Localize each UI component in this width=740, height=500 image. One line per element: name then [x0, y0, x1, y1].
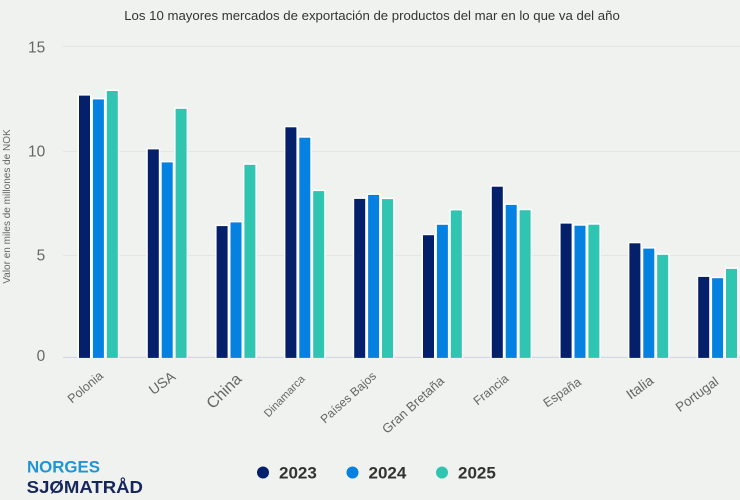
svg-text:15: 15 [28, 40, 45, 57]
svg-text:SJØMATRÅD: SJØMATRÅD [27, 478, 143, 497]
svg-text:2025: 2025 [458, 464, 496, 483]
svg-text:5: 5 [37, 247, 46, 264]
svg-text:2023: 2023 [279, 464, 317, 483]
svg-text:Valor en miles de millones de: Valor en miles de millones de NOK [2, 129, 13, 284]
svg-text:10: 10 [28, 144, 46, 161]
svg-text:0: 0 [37, 348, 46, 365]
svg-text:2024: 2024 [369, 464, 407, 483]
svg-text:Los 10 mayores mercados de exp: Los 10 mayores mercados de exportación d… [124, 8, 620, 23]
svg-text:NORGES: NORGES [27, 459, 100, 477]
